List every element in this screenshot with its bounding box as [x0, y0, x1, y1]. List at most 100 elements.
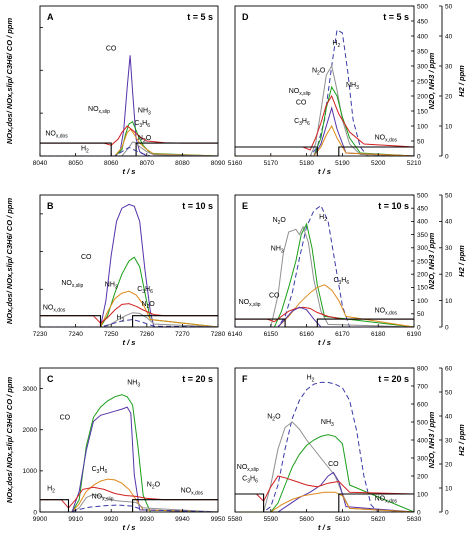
y2-tick-label: 30 — [445, 437, 453, 444]
y-tick-label: 500 — [417, 419, 428, 426]
x-tick-label: 8040 — [33, 160, 48, 167]
y-tick-label: 100 — [417, 298, 428, 305]
panel-letter: D — [242, 12, 249, 22]
series-line-c3h6 — [235, 491, 415, 513]
x-tick-label: 5160 — [228, 160, 243, 167]
y-tick-label: 500 — [417, 3, 428, 10]
series-annotation: NOx,slip — [88, 106, 110, 115]
series-line-c3h6 — [40, 128, 219, 157]
y2-tick-label: 50 — [445, 389, 453, 396]
y-tick-label: 200 — [417, 473, 428, 480]
series-line-n2o — [40, 141, 219, 157]
series-annotation: H2 — [307, 375, 315, 384]
x-tick-label: 6160 — [299, 331, 314, 338]
y2-tick-label: 10 — [445, 298, 453, 305]
series-annotation: NOx,dos — [375, 495, 398, 504]
x-tick-label: 5630 — [407, 516, 422, 523]
series-annotation: NH3 — [127, 379, 140, 388]
series-line-c3h6 — [235, 124, 415, 157]
series-line-h2 — [235, 381, 414, 513]
y-tick-label: 100 — [417, 491, 428, 498]
series-annotation: NH3 — [346, 82, 359, 91]
series-line-n2o — [40, 493, 219, 513]
panel-b: 7230 7240 7250 7260 7270 7280 t / s B t = 10 s CO… — [33, 194, 226, 347]
panel-letter: B — [47, 201, 54, 211]
panel-title: t = 10 s — [378, 201, 409, 211]
y-tick-label: 1000 — [23, 468, 38, 475]
x-tick-label: 7260 — [140, 331, 155, 338]
series-annotation: CO — [269, 292, 280, 299]
x-tick-label: 7270 — [175, 331, 190, 338]
x-tick-label: 9900 — [33, 516, 48, 523]
series-annotation: N2O — [141, 301, 155, 310]
x-tick-label: 9910 — [68, 516, 83, 523]
y-axis-label-left-bottom: NOx,dos/ NOx,slip/ C3H6/ CO / ppm — [5, 377, 14, 504]
panel-letter: A — [47, 12, 54, 22]
series-annotation: NOx,dos — [375, 307, 398, 316]
y2-tick-label: 0 — [445, 324, 449, 331]
panel-a: 8040 8050 8060 8070 8080 8090 t / s A t = 5 s CO N… — [33, 5, 226, 176]
y-tick-label: 450 — [417, 206, 428, 213]
panel-title: t = 5 s — [187, 12, 213, 22]
series-line-n2o — [235, 225, 415, 328]
series-annotation: N2O — [138, 135, 152, 144]
y-tick-label: 50 — [417, 138, 425, 145]
x-tick-label: 6180 — [371, 331, 386, 338]
x-tick-label: 8080 — [175, 160, 190, 167]
series-line-h2 — [235, 29, 414, 157]
y-tick-label: 150 — [417, 285, 428, 292]
plot-frame — [39, 5, 219, 157]
x-axis-label: t / s — [318, 167, 331, 176]
y-tick-label: 600 — [417, 401, 428, 408]
series-annotation: NOx,dos — [45, 130, 68, 139]
series-line-nox-slip — [235, 306, 414, 323]
series-annotation: NOx,dos — [375, 135, 398, 144]
y2-tick-label: 40 — [445, 219, 453, 226]
series-annotation: N2O — [267, 413, 281, 422]
y-tick-label: 400 — [417, 437, 428, 444]
y2-tick-label: 0 — [445, 153, 449, 160]
y2-tick-label: 50 — [445, 192, 453, 199]
series-line-co — [235, 471, 415, 513]
x-tick-label: 9930 — [140, 516, 155, 523]
plot-frame — [234, 367, 415, 513]
y-tick-label: 500 — [417, 192, 428, 199]
series-annotation: H2 — [319, 214, 327, 223]
series-line-h2 — [235, 204, 414, 328]
panel-letter: C — [47, 374, 54, 384]
y2-tick-label: 20 — [445, 461, 453, 468]
series-line-nh3 — [40, 256, 219, 328]
x-tick-label: 5620 — [371, 516, 386, 523]
series-line-nh3 — [40, 394, 218, 513]
y-tick-label: 350 — [417, 48, 428, 55]
x-tick-label: 6190 — [407, 331, 422, 338]
y-tick-label: 0 — [417, 509, 421, 516]
series-annotation: NOx,slip — [239, 299, 261, 308]
series-line-co — [40, 406, 219, 513]
x-tick-label: 8070 — [140, 160, 155, 167]
x-tick-label: 6140 — [228, 331, 243, 338]
series-line-n2o — [235, 421, 415, 513]
y-tick-label: 400 — [417, 33, 428, 40]
series-annotation: NOx,slip — [92, 493, 114, 502]
x-tick-label: 5610 — [335, 516, 350, 523]
y2-tick-label: 60 — [445, 365, 453, 372]
series-annotation: NOx,slip — [61, 280, 83, 289]
x-axis-label: t / s — [123, 338, 136, 347]
x-tick-label: 9940 — [175, 516, 190, 523]
panel-title: t = 10 s — [182, 201, 213, 211]
y-tick-label: 2000 — [23, 427, 38, 434]
x-tick-label: 8050 — [68, 160, 83, 167]
y2-tick-label: 10 — [445, 485, 453, 492]
y-tick-label: 250 — [417, 78, 428, 85]
y-axis-label-right: N2O, NH3 / ppm — [427, 411, 436, 468]
x-tick-label: 5200 — [371, 160, 386, 167]
y-tick-label: 150 — [417, 108, 428, 115]
panel-title: t = 20 s — [378, 374, 409, 384]
y-tick-label: 300 — [417, 455, 428, 462]
series-annotation: CO — [328, 461, 339, 468]
